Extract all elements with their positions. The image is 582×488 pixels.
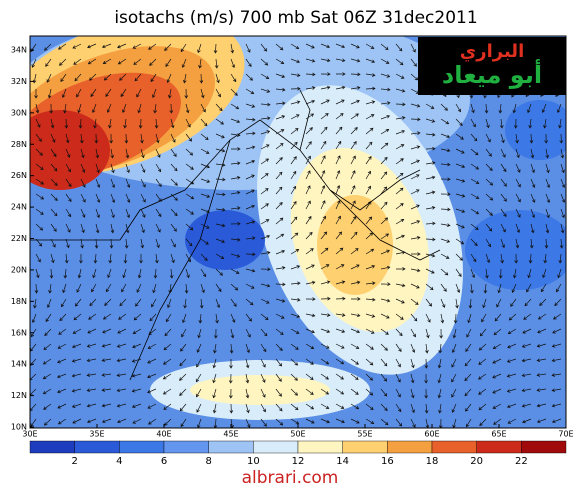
field-band [185,210,265,270]
colorbar-label: 8 [205,456,211,467]
map-title: isotachs (m/s) 700 mb Sat 06Z 31dec2011 [114,8,477,28]
logo-line2: أبو ميعاد [442,59,542,89]
colorbar-bin [297,440,343,454]
lat-label: 28N [11,140,27,149]
colorbar-label: 16 [381,456,394,467]
lat-label: 26N [11,171,27,180]
field-band [30,110,110,190]
axes: 34N32N30N28N26N24N22N20N18N16N14N12N10N3… [11,46,574,439]
lat-label: 16N [11,328,27,337]
field-band [505,100,566,160]
field-band [190,375,330,405]
lon-label: 35E [89,430,104,439]
logo-line1: البراري [460,41,525,62]
field-band [465,210,566,290]
lon-label: 30E [22,430,37,439]
lat-label: 30N [11,108,27,117]
colorbar-bin [74,440,120,454]
lat-label: 18N [11,297,27,306]
lon-label: 60E [424,430,439,439]
colorbar-bin [387,440,433,454]
colorbar-bin [521,440,567,454]
lat-label: 10N [11,423,27,432]
colorbar-bin [208,440,254,454]
lon-label: 55E [357,430,372,439]
lat-label: 24N [11,203,27,212]
colorbar-bin [29,440,75,454]
colorbar-label: 10 [247,456,260,467]
lon-label: 45E [223,430,238,439]
colorbar-bin [476,440,522,454]
logo-box [418,37,566,95]
lat-label: 12N [11,391,27,400]
lon-label: 65E [491,430,506,439]
coastline [30,89,441,381]
colorbar-label: 14 [336,456,349,467]
lat-label: 20N [11,265,27,274]
colorbar-label: 2 [71,456,77,467]
colorbar-bin [253,440,299,454]
lon-label: 50E [290,430,305,439]
isotach-field [30,36,566,428]
colorbar-bin [342,440,388,454]
colorbar-bin [163,440,209,454]
colorbar-label: 6 [161,456,167,467]
watermark: albrari.com [242,468,339,488]
colorbar-label: 4 [116,456,122,467]
colorbar-label: 22 [515,456,528,467]
colorbar-label: 20 [470,456,483,467]
lat-label: 32N [11,77,27,86]
lat-label: 14N [11,360,27,369]
colorbar-label: 12 [292,456,305,467]
colorbar-bin [431,440,477,454]
lon-label: 70E [558,430,573,439]
lat-label: 34N [11,46,27,55]
colorbar: 2 4 6 8 10 12 14 16 18 20 22 [29,440,567,467]
colorbar-bin [119,440,165,454]
lat-label: 22N [11,234,27,243]
lon-label: 40E [156,430,171,439]
colorbar-label: 18 [426,456,439,467]
field-band [317,195,393,295]
